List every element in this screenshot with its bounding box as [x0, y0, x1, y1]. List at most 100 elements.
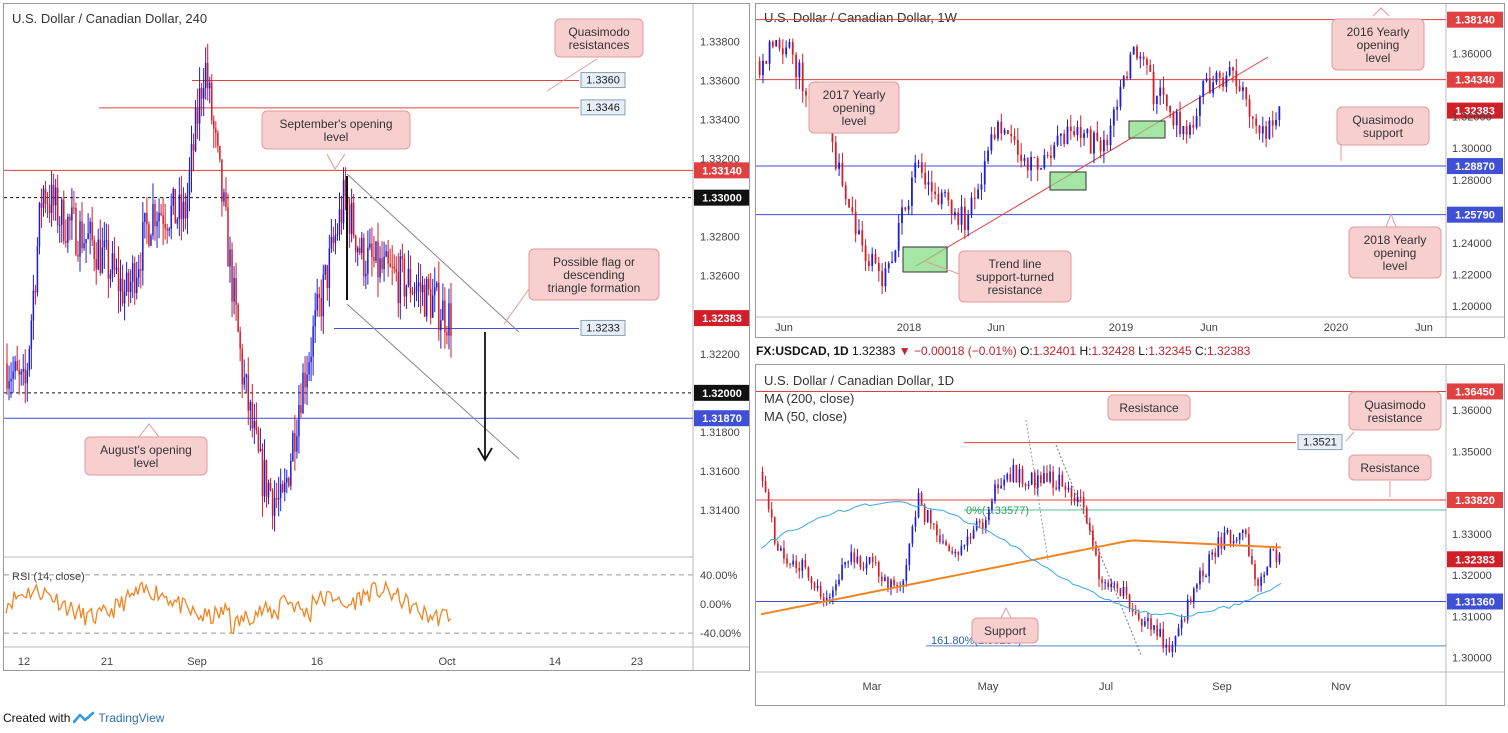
note-support-text: Support — [984, 624, 1027, 638]
w1-candle — [1275, 120, 1277, 126]
d1-candle — [1018, 468, 1021, 483]
level-1.33140-tag-label: 1.33140 — [702, 165, 742, 177]
w1-candle — [970, 197, 973, 215]
h4-candle — [436, 282, 438, 288]
h4-candle — [178, 194, 181, 220]
h4-candle — [365, 273, 367, 277]
w1-candle — [987, 150, 989, 162]
w1-candle — [1185, 126, 1188, 135]
h4-candle — [227, 207, 229, 267]
d1-candle — [856, 556, 859, 563]
h4-candle — [54, 187, 57, 206]
h4-candle — [206, 62, 209, 89]
d1-candle — [902, 580, 905, 586]
h4-candle — [290, 460, 292, 486]
w1-candle — [1109, 125, 1112, 146]
note-qm-res-pointer — [546, 58, 598, 92]
chart-panel-1w[interactable]: U.S. Dollar / Canadian Dollar, 1W 1.38140… — [755, 3, 1505, 338]
h4-candle — [148, 224, 150, 246]
d1-candles — [761, 458, 1281, 658]
h4-candle — [247, 374, 250, 411]
d1-candle — [1205, 576, 1207, 578]
h4-candle — [251, 401, 254, 429]
note-qm-res-text: Quasimodo — [568, 25, 630, 39]
ma200-line — [760, 539, 1282, 616]
h4-candle — [75, 208, 77, 255]
h4-y-tick: 1.33800 — [700, 37, 740, 49]
rsi-y-tick: -40.00% — [700, 628, 741, 640]
d1-candle — [1043, 473, 1045, 484]
d1-candle — [1223, 532, 1226, 549]
h4-candle — [446, 332, 448, 336]
open-value: 1.32401 — [1032, 344, 1077, 358]
h4-candle — [202, 88, 205, 99]
d1-candle — [795, 560, 798, 568]
w1-candle — [762, 61, 764, 76]
h4-candle — [359, 247, 361, 254]
h4-candle — [344, 179, 347, 197]
tradingview-brand[interactable]: TradingView — [98, 711, 165, 725]
d1-candle — [1125, 586, 1128, 595]
d1-candle — [1082, 497, 1085, 508]
last-price-tag-label: 1.32383 — [1455, 554, 1495, 566]
d1-candle — [1174, 636, 1177, 646]
d1-x-tick: Sep — [1212, 681, 1232, 693]
note-qm-res-box — [1348, 391, 1442, 431]
d1-candle — [988, 509, 990, 521]
level-1.3360-box — [580, 72, 626, 89]
note-support-box — [971, 617, 1039, 644]
w1-candle — [805, 91, 807, 96]
w1-candle — [957, 212, 960, 225]
h4-candle — [403, 258, 406, 297]
d1-candle — [966, 536, 969, 546]
w1-candles — [758, 37, 1281, 295]
chart-panel-4h[interactable]: U.S. Dollar / Canadian Dollar, 240 1.3360… — [3, 3, 750, 671]
h4-candle — [174, 188, 177, 224]
w1-y-tick: 1.22000 — [1452, 270, 1492, 282]
h4-candle — [328, 248, 331, 289]
h4-candle — [77, 254, 79, 257]
d1-candle — [764, 481, 767, 493]
h4-candle — [32, 290, 35, 321]
h4-candle — [342, 179, 345, 223]
h4-candle — [448, 303, 450, 336]
chart-1w-svg[interactable]: U.S. Dollar / Canadian Dollar, 1W 1.38140… — [756, 4, 1504, 337]
h4-candle — [164, 223, 166, 229]
h4-y-tick: 1.32600 — [700, 271, 740, 283]
h4-candle — [150, 235, 152, 246]
chart-1d-svg[interactable]: U.S. Dollar / Canadian Dollar, 1D MA (200… — [756, 365, 1504, 705]
h4-candle — [241, 348, 243, 385]
d1-candle — [810, 577, 813, 583]
w1-y-tick: 1.36000 — [1452, 48, 1492, 60]
w1-y-tick: 1.24000 — [1452, 238, 1492, 250]
d1-candle — [862, 567, 865, 569]
d1-candle — [1150, 618, 1152, 630]
chart-4h-svg[interactable]: U.S. Dollar / Canadian Dollar, 240 1.3360… — [4, 4, 749, 670]
d1-candle — [871, 557, 874, 562]
close-value: 1.32383 — [1206, 344, 1251, 358]
d1-candle — [1119, 588, 1122, 597]
h4-candle — [419, 282, 422, 293]
d1-y-tick: 1.32000 — [1452, 570, 1492, 582]
d1-candle — [832, 590, 834, 598]
h4-candle — [369, 243, 371, 248]
d1-candle — [880, 576, 883, 582]
h4-candle — [52, 184, 55, 206]
h4-candle — [332, 236, 335, 244]
w1-candle — [1056, 135, 1059, 145]
w1-candle — [1248, 99, 1251, 117]
d1-candle — [1208, 554, 1210, 577]
d1-candle — [1003, 479, 1006, 486]
level-1.3233-box-label: 1.3233 — [586, 322, 620, 334]
last-price-tag — [1447, 102, 1503, 119]
w1-candle — [1215, 72, 1218, 83]
h4-candle — [352, 202, 355, 236]
h4-candle — [308, 362, 310, 375]
d1-candle — [1214, 552, 1217, 557]
chart-panel-1d[interactable]: U.S. Dollar / Canadian Dollar, 1D MA (200… — [755, 364, 1505, 706]
w1-candle — [930, 182, 933, 192]
note-flag-box — [528, 248, 660, 301]
w1-candle — [1059, 133, 1062, 136]
h4-candle — [379, 258, 381, 278]
w1-candle — [871, 253, 874, 266]
